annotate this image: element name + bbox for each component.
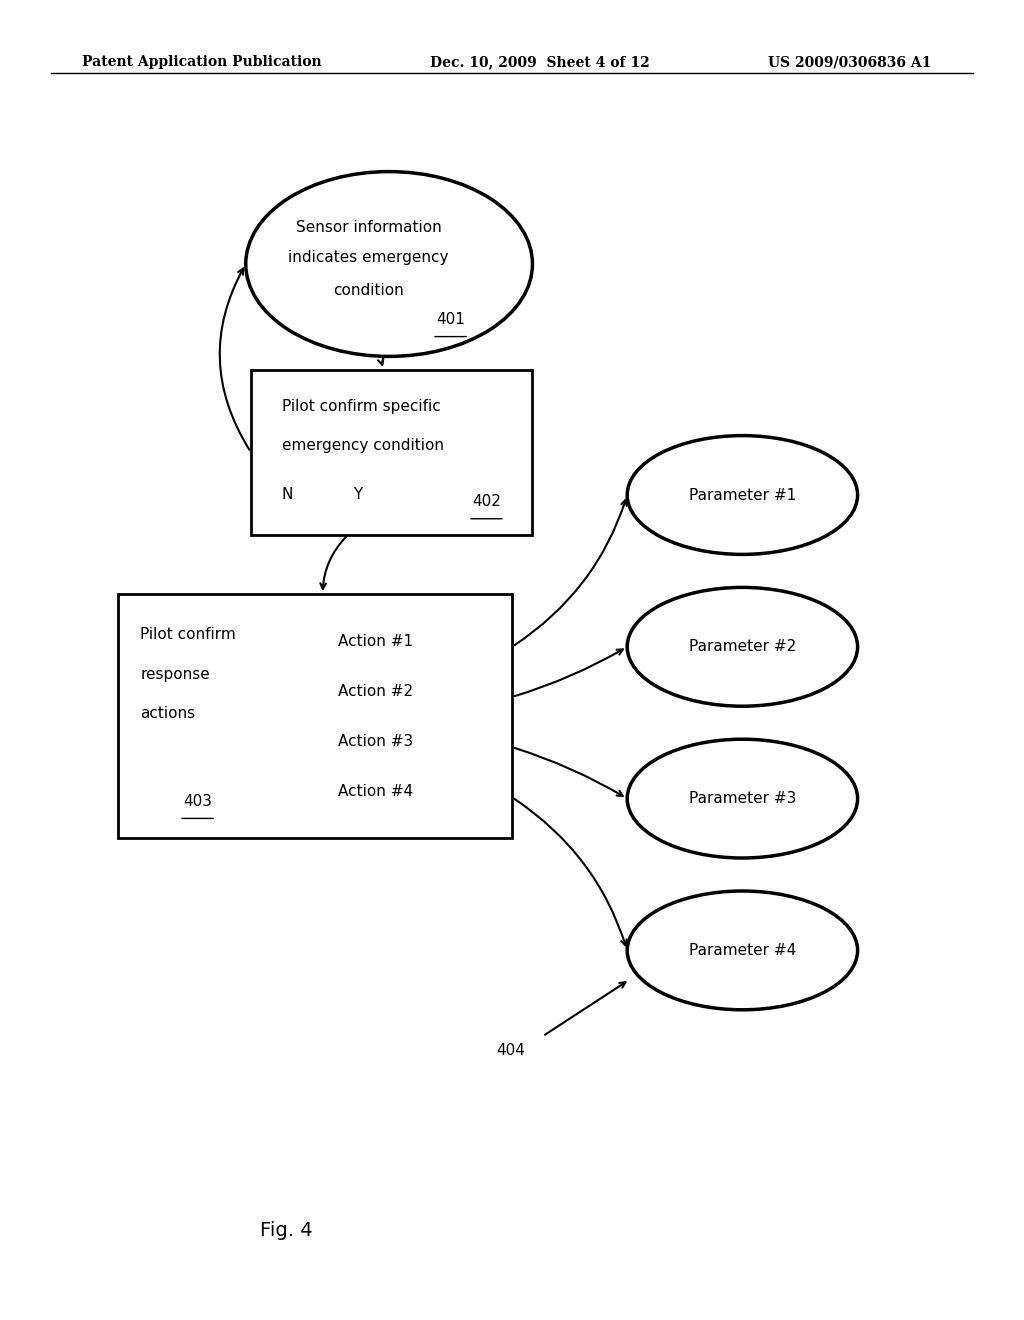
Text: Parameter #1: Parameter #1 <box>689 487 796 503</box>
Text: actions: actions <box>140 706 196 721</box>
Text: Action #4: Action #4 <box>338 784 413 799</box>
Text: Parameter #4: Parameter #4 <box>689 942 796 958</box>
Text: Dec. 10, 2009  Sheet 4 of 12: Dec. 10, 2009 Sheet 4 of 12 <box>430 55 650 70</box>
Text: condition: condition <box>333 282 404 298</box>
Text: Y: Y <box>353 487 362 502</box>
Text: emergency condition: emergency condition <box>282 438 443 453</box>
Text: Pilot confirm: Pilot confirm <box>140 627 237 642</box>
Text: 404: 404 <box>497 1043 525 1057</box>
Text: Patent Application Publication: Patent Application Publication <box>82 55 322 70</box>
Text: 402: 402 <box>472 494 501 510</box>
Text: Sensor information: Sensor information <box>296 219 441 235</box>
Text: Fig. 4: Fig. 4 <box>260 1221 313 1239</box>
Text: Pilot confirm specific: Pilot confirm specific <box>282 399 440 413</box>
Text: indicates emergency: indicates emergency <box>289 249 449 265</box>
Text: 401: 401 <box>436 312 465 327</box>
Text: Action #3: Action #3 <box>338 734 413 748</box>
Text: Parameter #2: Parameter #2 <box>689 639 796 655</box>
Text: Action #2: Action #2 <box>338 684 413 698</box>
Text: 403: 403 <box>183 793 212 809</box>
Text: Action #1: Action #1 <box>338 634 413 648</box>
Text: response: response <box>140 667 210 681</box>
Text: US 2009/0306836 A1: US 2009/0306836 A1 <box>768 55 932 70</box>
Text: Parameter #3: Parameter #3 <box>689 791 796 807</box>
Text: N: N <box>282 487 293 502</box>
